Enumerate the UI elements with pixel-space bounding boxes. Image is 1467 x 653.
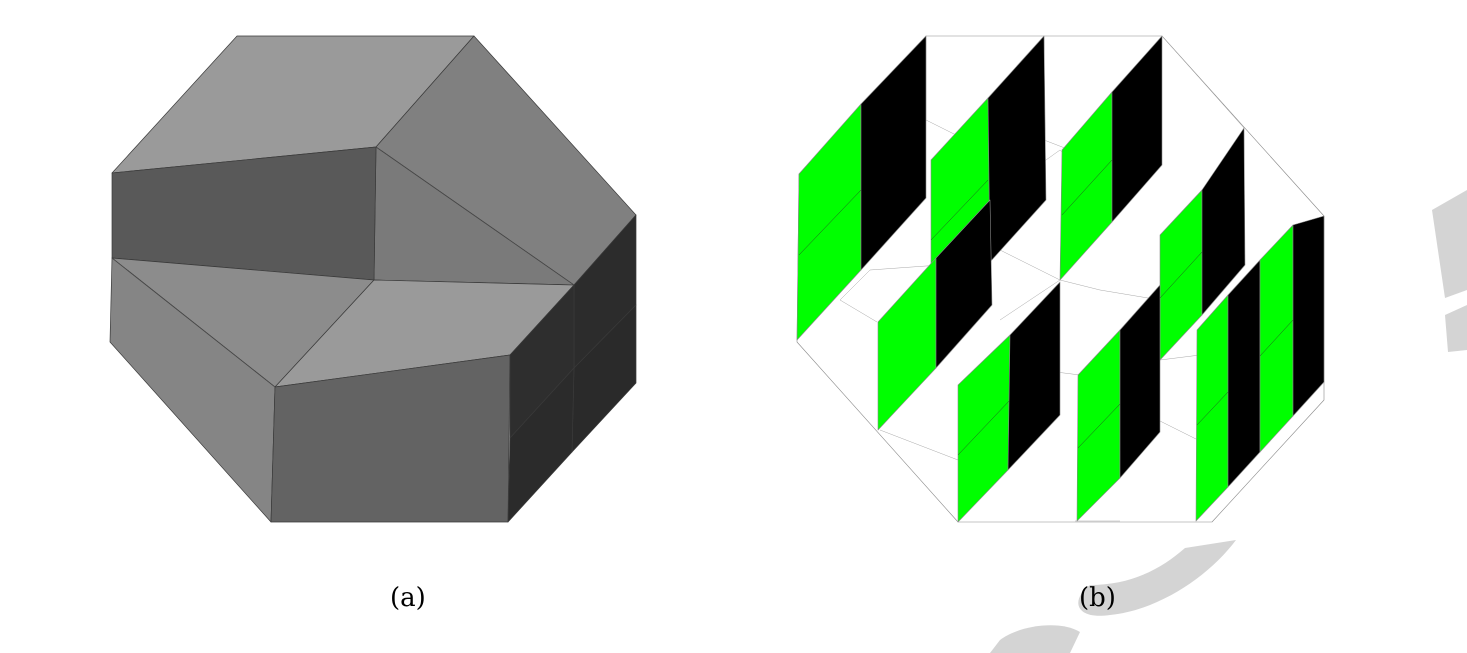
edge-diagonal-1 — [375, 146, 575, 286]
caption-b: (b) — [1079, 583, 1116, 613]
watermark — [990, 190, 1467, 653]
watermark-s-shape — [1078, 540, 1236, 616]
black-stripe-5 — [1201, 127, 1246, 316]
black-stripe-4 — [935, 199, 993, 369]
watermark-s-shape-lower — [990, 625, 1080, 653]
edge-diagonal-2 — [111, 257, 276, 388]
panel-a-polyhedron — [109, 35, 637, 523]
caption-a: (a) — [390, 583, 426, 613]
face-right-dark-front-lower — [507, 367, 575, 523]
stripe-subdivisions — [798, 159, 1294, 456]
black-stripe-8 — [1227, 259, 1261, 488]
black-stripe-6 — [1007, 281, 1061, 471]
black-stripe-3 — [1111, 35, 1163, 223]
watermark-bar-top — [1432, 190, 1467, 298]
black-stripe-9 — [1292, 215, 1325, 417]
watermark-bar-bottom — [1445, 305, 1467, 352]
black-stripe-1 — [860, 35, 927, 271]
green-stripe-8 — [1195, 294, 1229, 522]
green-stripe-9 — [1259, 224, 1294, 453]
black-stripe-7 — [1119, 284, 1161, 479]
panel-b-tiling — [796, 35, 1325, 523]
